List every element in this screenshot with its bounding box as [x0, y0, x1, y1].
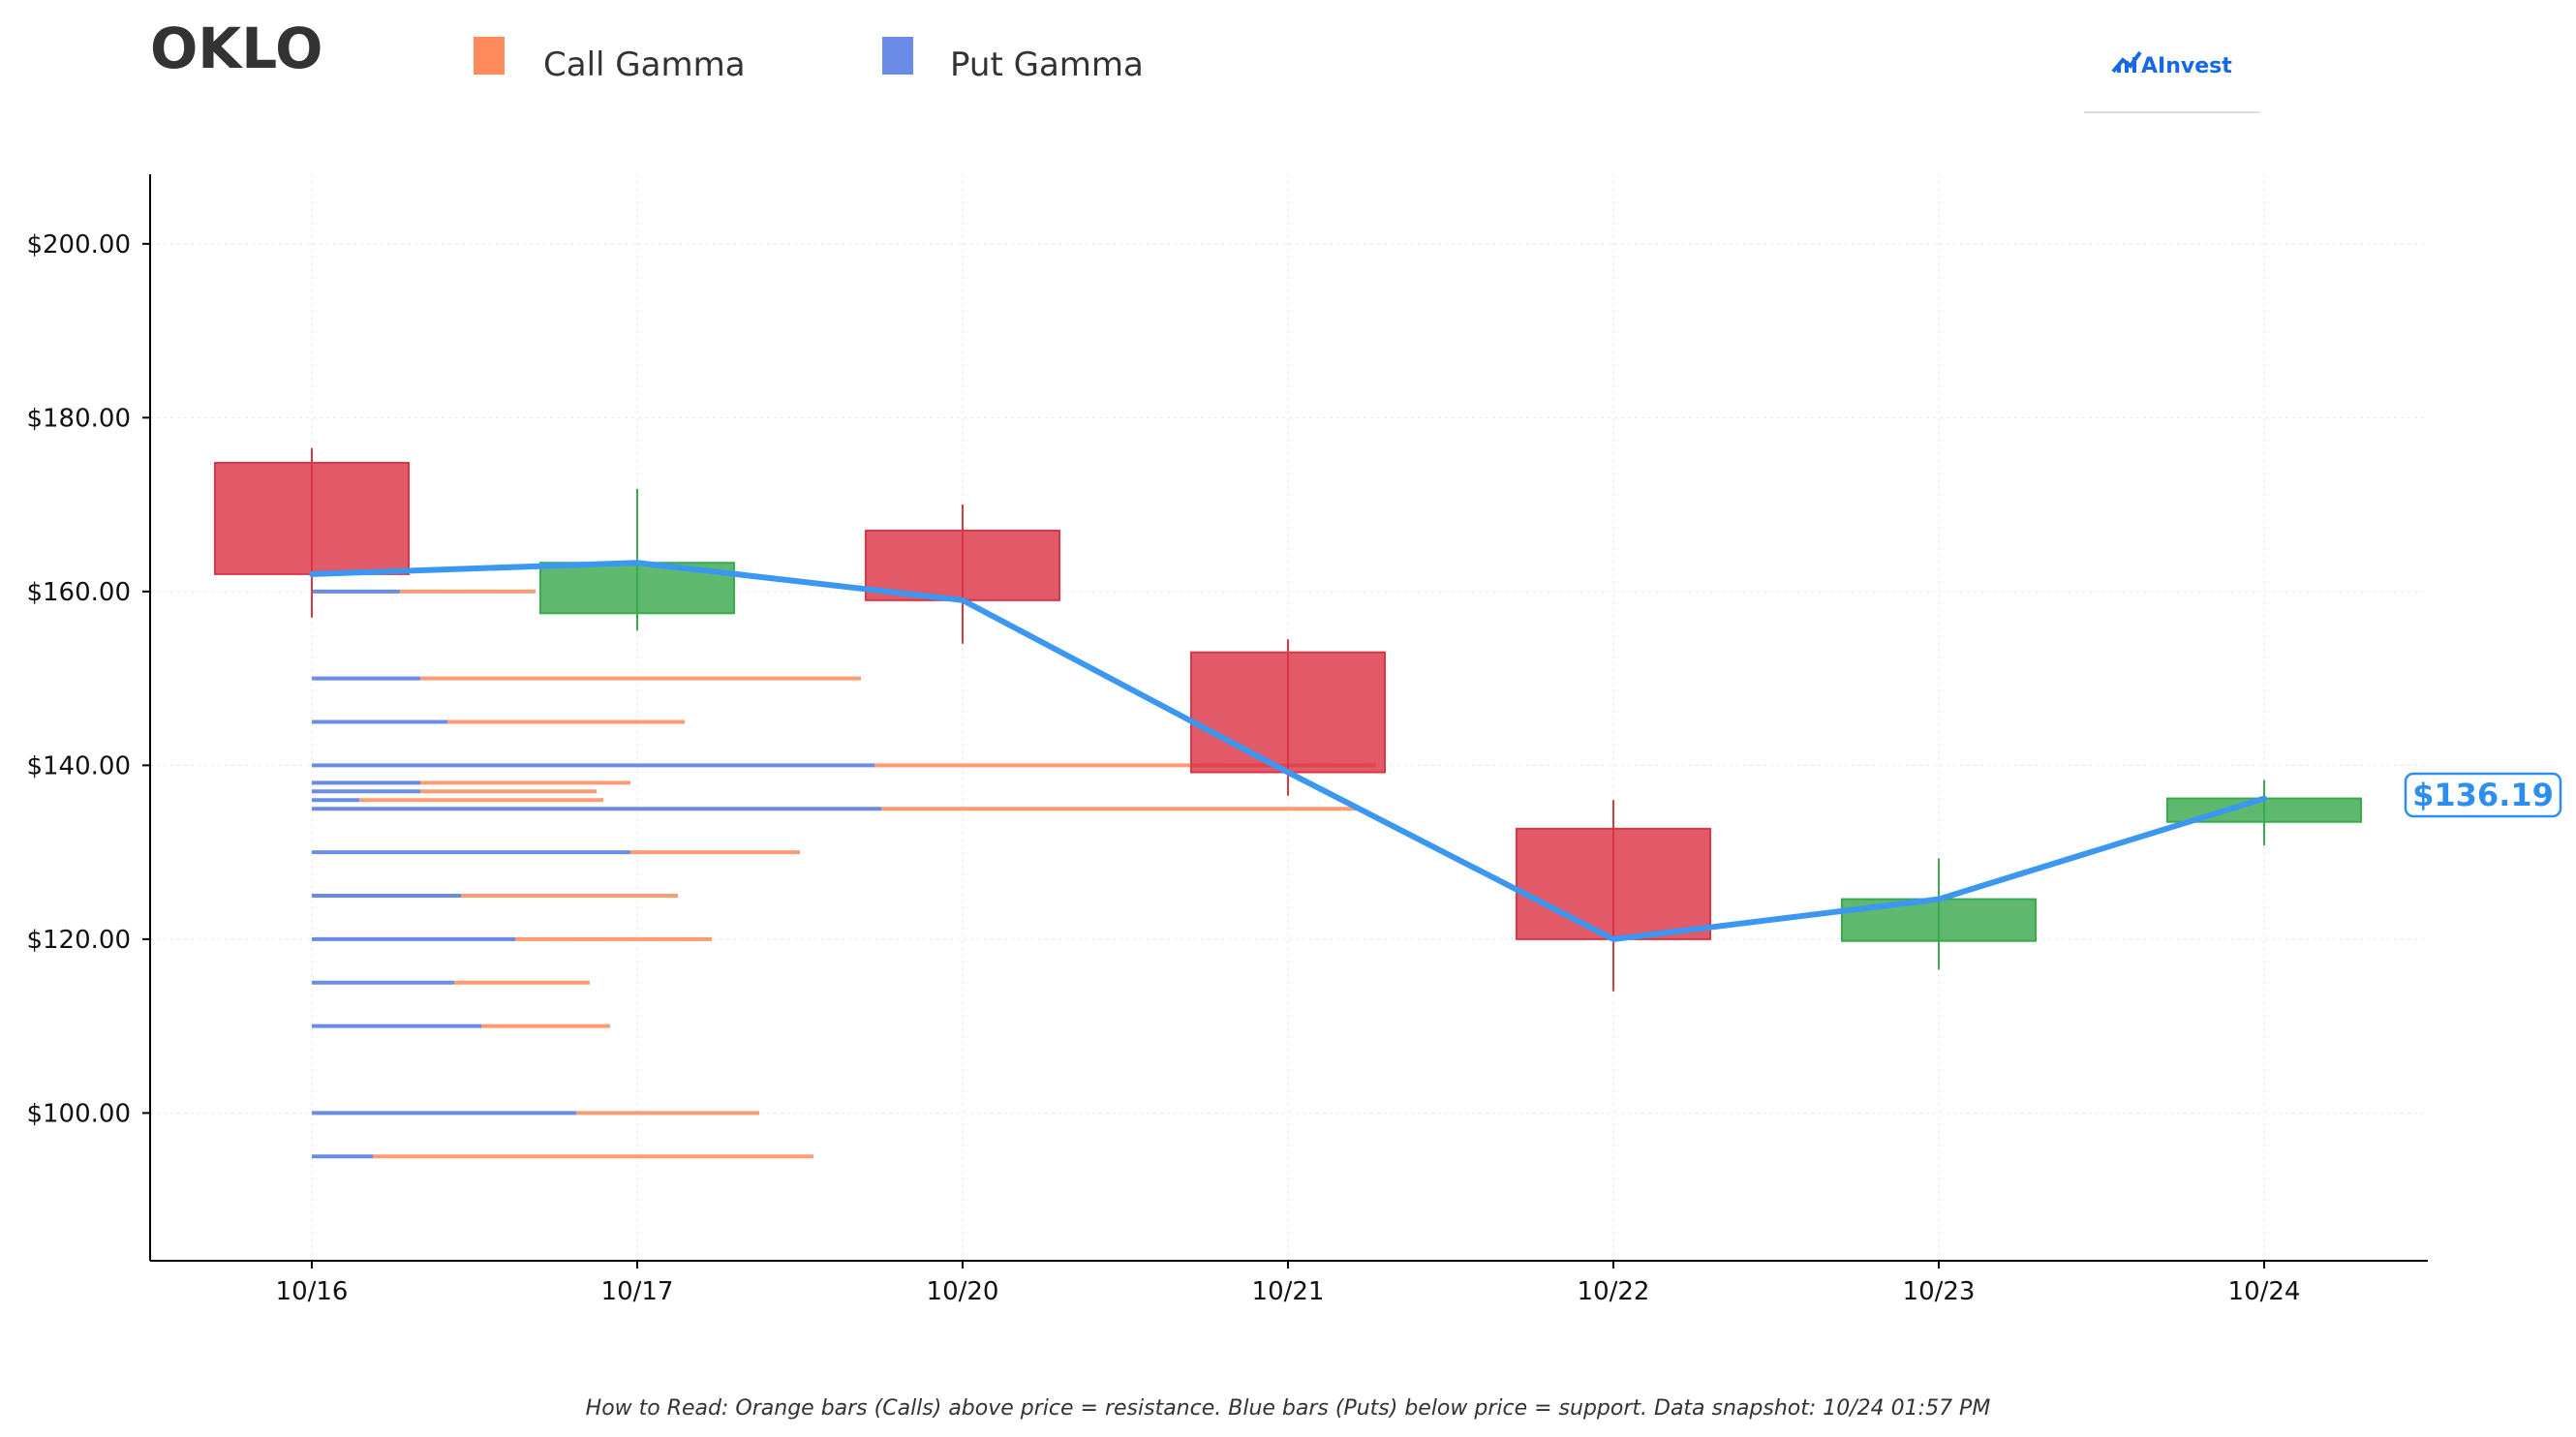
y-tick-label: $180.00 — [26, 404, 131, 433]
current-price-box — [2404, 772, 2562, 818]
price-line — [309, 560, 2267, 942]
current-price-badge: $136.19 — [2404, 772, 2562, 818]
x-tick-label: 10/23 — [1903, 1277, 1976, 1306]
x-tick-label: 10/16 — [276, 1277, 349, 1306]
y-tick-label: $200.00 — [26, 230, 131, 260]
y-tick-label: $100.00 — [26, 1099, 131, 1128]
candles — [214, 447, 2362, 992]
candle-body — [214, 462, 410, 575]
brand-name: AInvest — [2141, 54, 2232, 78]
y-tick-label: $140.00 — [26, 751, 131, 780]
brand-chart-icon — [2111, 50, 2142, 74]
gamma-bars — [312, 589, 1376, 1159]
close-price-line — [309, 560, 2267, 942]
x-tick-label: 10/20 — [927, 1277, 999, 1306]
how-to-read-note: How to Read: Orange bars (Calls) above p… — [586, 1396, 1991, 1421]
x-axis: 10/16 10/17 10/20 10/21 10/22 10/23 10/24 — [276, 1261, 2301, 1306]
x-tick-label: 10/17 — [601, 1277, 674, 1306]
y-tick-label: $160.00 — [26, 578, 131, 607]
x-tick-label: 10/21 — [1252, 1277, 1325, 1306]
current-price-label: $136.19 — [2412, 777, 2554, 813]
candle-body — [865, 530, 1060, 601]
y-axis: $100.00 $120.00 $140.00 $160.00 $180.00 $200.… — [26, 230, 150, 1128]
y-tick-label: $120.00 — [26, 926, 131, 955]
put-gamma-swatch — [882, 37, 913, 75]
candle-body — [1516, 827, 1711, 940]
x-tick-label: 10/22 — [1578, 1277, 1650, 1306]
put-gamma-legend-label: Put Gamma — [950, 46, 1144, 84]
x-tick-label: 10/24 — [2228, 1277, 2301, 1306]
call-gamma-swatch — [474, 37, 505, 75]
ticker-title: OKLO — [150, 15, 322, 81]
candle-body — [1190, 651, 1386, 774]
brand-logo: AInvest — [2084, 50, 2260, 113]
call-gamma-legend-label: Call Gamma — [543, 46, 746, 84]
